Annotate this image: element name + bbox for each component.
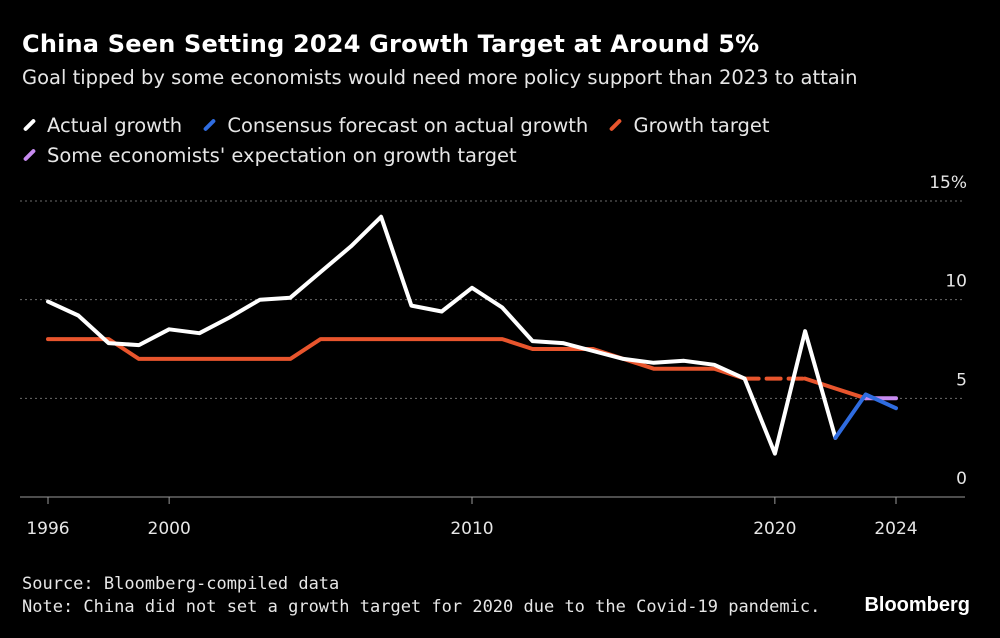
x-tick-label: 2000 bbox=[148, 519, 191, 539]
series-consensus-forecast-line bbox=[833, 392, 898, 440]
series-actual-growth-line bbox=[46, 214, 838, 456]
y-tick-label: 0 bbox=[956, 469, 967, 489]
y-tick-label: 15% bbox=[929, 173, 967, 193]
legend-label-economists-expectation: Some economists' expectation on growth t… bbox=[47, 143, 517, 167]
legend-item-economists-expectation: Some economists' expectation on growth t… bbox=[22, 141, 517, 169]
legend-label-actual-growth: Actual growth bbox=[47, 113, 183, 137]
bloomberg-logo: Bloomberg bbox=[864, 594, 970, 616]
legend-item-consensus-forecast: Consensus forecast on actual growth bbox=[202, 111, 588, 139]
x-tick-label: 2010 bbox=[450, 519, 493, 539]
y-tick-label: 10 bbox=[945, 272, 967, 292]
x-tick-label: 2020 bbox=[753, 519, 796, 539]
y-tick-label: 5 bbox=[956, 370, 967, 390]
legend-label-growth-target: Growth target bbox=[633, 113, 770, 137]
source-note: Source: Bloomberg-compiled data bbox=[22, 574, 340, 594]
axis-layer: 15% 10 5 0 1996 2000 2010 2020 2024 bbox=[20, 173, 967, 539]
series-growth-target-continuation-line bbox=[803, 376, 868, 401]
chart-footer: Source: Bloomberg-compiled data Note: Ch… bbox=[22, 573, 820, 619]
legend-item-growth-target: Growth target bbox=[608, 111, 770, 139]
series-layer bbox=[46, 214, 898, 456]
footnote: Note: China did not set a growth target … bbox=[22, 597, 821, 617]
x-tick-label: 2024 bbox=[874, 519, 917, 539]
chart-legend: Actual growth Consensus forecast on actu… bbox=[22, 109, 922, 169]
chart-title: China Seen Setting 2024 Growth Target at… bbox=[22, 30, 760, 58]
x-tick-label: 1996 bbox=[26, 519, 69, 539]
chart-subtitle: Goal tipped by some economists would nee… bbox=[22, 66, 858, 89]
legend-item-actual-growth: Actual growth bbox=[22, 111, 182, 139]
legend-label-consensus-forecast: Consensus forecast on actual growth bbox=[227, 113, 589, 137]
series-growth-target-line bbox=[46, 337, 747, 381]
